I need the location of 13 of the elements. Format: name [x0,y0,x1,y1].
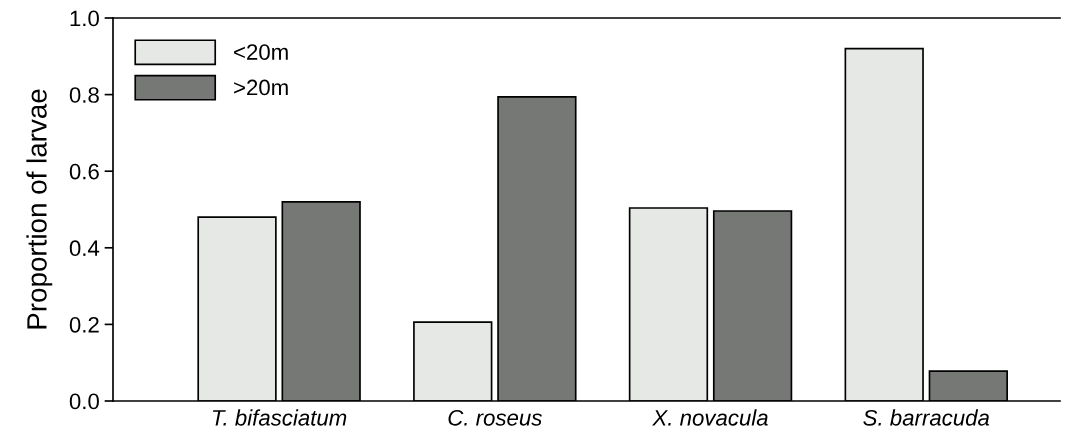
legend-label: >20m [234,79,288,96]
y-tick-label: 1.0 [70,10,99,27]
x-tick-label: T. bifasciatum [212,409,347,426]
y-tick-label: 0.6 [69,163,99,180]
y-tick-label: 0.8 [69,87,99,103]
x-tick-label: C. roseus [448,409,542,426]
y-tick-label: 0.0 [69,393,99,410]
y-tick-label: 0.4 [69,240,100,257]
y-axis-title: Proportion of larvae [26,89,53,329]
x-tick-label: X. novacula [652,409,768,426]
legend-label: <20m [234,44,288,60]
x-tick-label: S. barracuda [863,409,990,426]
y-tick-label: 0.2 [69,316,99,333]
